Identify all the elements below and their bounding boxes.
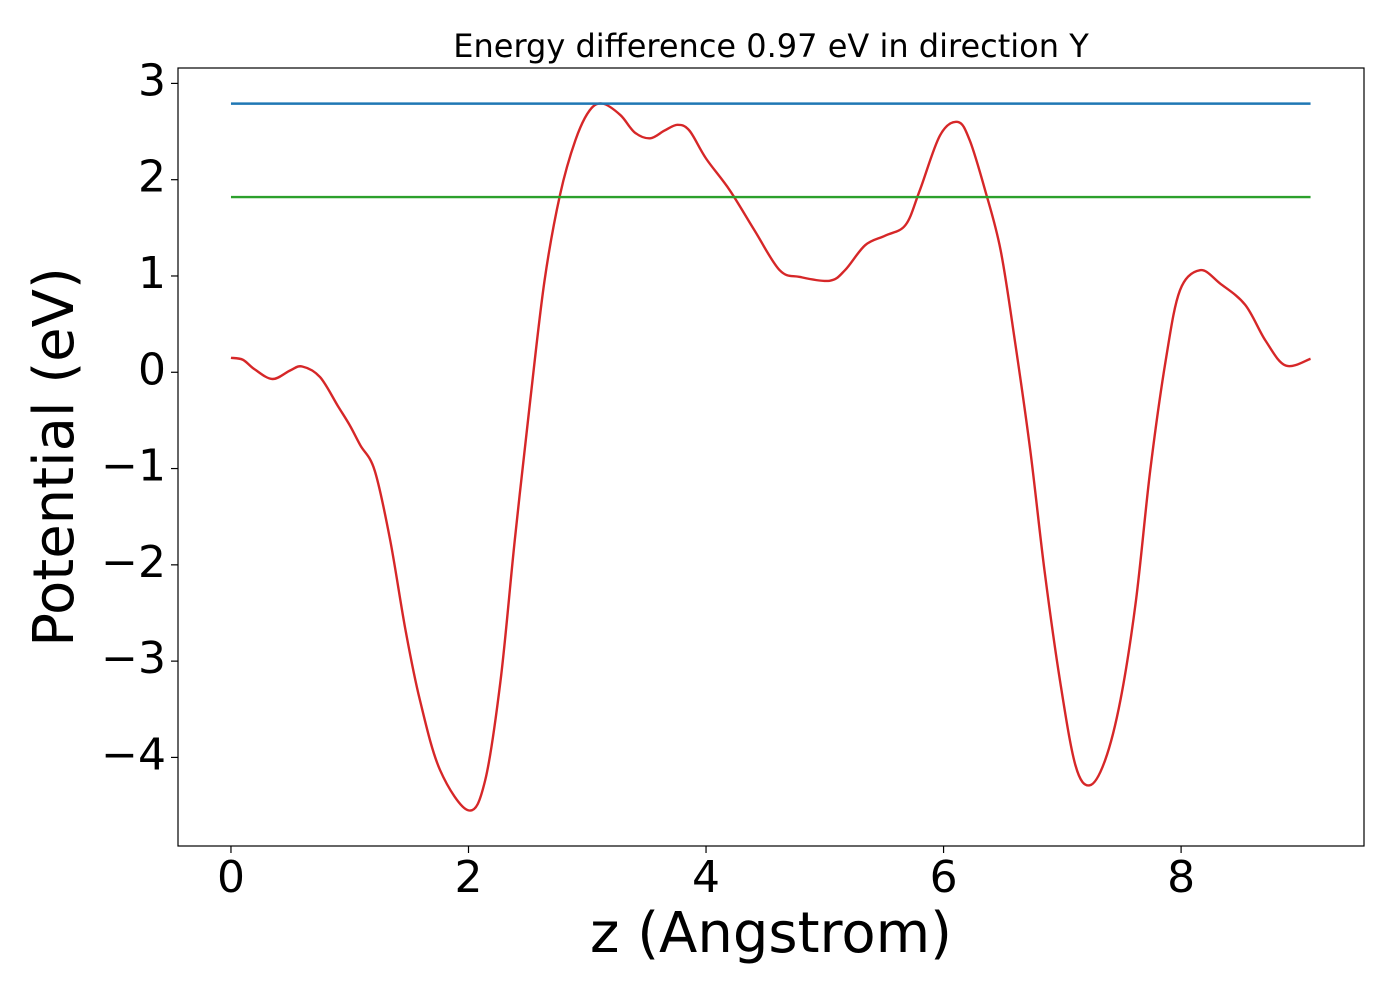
y-tick-label: −3 <box>101 633 166 684</box>
y-tick-label: −4 <box>101 729 166 780</box>
y-tick-label: 0 <box>138 344 166 395</box>
x-axis-label: z (Angstrom) <box>590 901 952 966</box>
y-tick-label: 3 <box>138 55 166 106</box>
x-tick-label: 0 <box>217 852 245 903</box>
x-tick-label: 2 <box>455 852 483 903</box>
x-tick-label: 8 <box>1167 852 1195 903</box>
y-tick-label: −2 <box>101 537 166 588</box>
y-axis-label: Potential (eV) <box>22 267 87 647</box>
plot-frame <box>177 67 1365 847</box>
y-tick-label: 1 <box>138 248 166 299</box>
y-tick-label: −1 <box>101 441 166 492</box>
line <box>230 102 1311 812</box>
x-tick-label: 6 <box>930 852 958 903</box>
x-tick-label: 4 <box>692 852 720 903</box>
chart-title: Energy difference 0.97 eV in direction Y <box>453 27 1089 65</box>
y-tick-label: 2 <box>138 152 166 203</box>
